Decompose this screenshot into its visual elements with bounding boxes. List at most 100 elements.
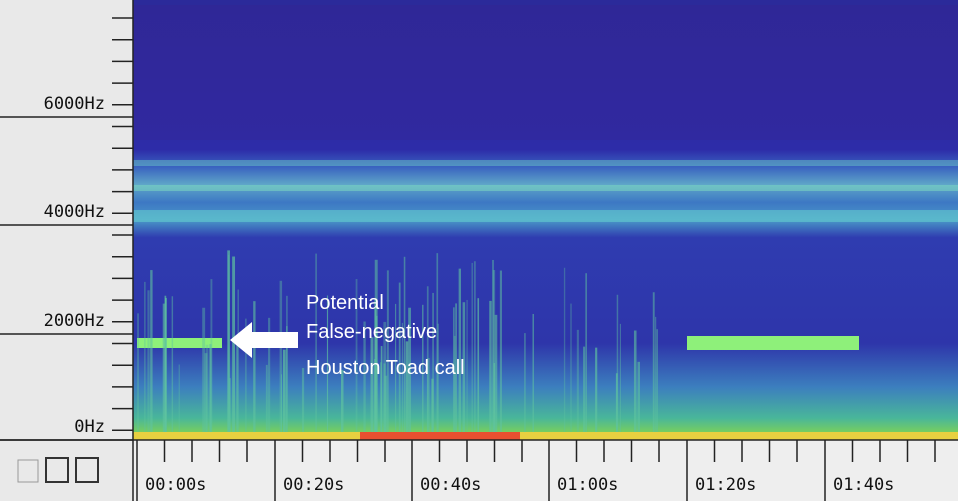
noise-band (133, 5, 958, 140)
streak (583, 346, 586, 432)
streak (374, 259, 378, 432)
axis-panel (0, 0, 133, 501)
x-label: 00:40s (420, 475, 481, 495)
time-axis (133, 440, 958, 501)
streak (431, 378, 434, 432)
streak (171, 296, 174, 432)
streaks (137, 250, 658, 432)
streak (383, 321, 387, 432)
low-band (133, 432, 958, 440)
streak (453, 307, 455, 432)
streak (144, 281, 146, 432)
streak (282, 349, 286, 432)
streak (315, 253, 317, 432)
arrow (230, 322, 298, 358)
streak (633, 330, 637, 432)
icon[interactable] (45, 457, 69, 483)
streak (616, 294, 619, 432)
view-icons (17, 457, 99, 483)
y-label: 6000Hz (44, 94, 105, 114)
toad-call (137, 338, 222, 348)
streak (524, 333, 526, 432)
streak (205, 344, 209, 432)
annotation-line: Houston Toad call (306, 357, 465, 379)
x-label: 01:40s (833, 475, 894, 495)
toad-call (687, 336, 859, 350)
streak (164, 295, 167, 432)
streak (301, 367, 305, 432)
streak (652, 292, 655, 432)
streak (427, 357, 430, 432)
streak (563, 267, 566, 432)
streak (204, 353, 208, 432)
streak (137, 313, 139, 432)
streak (380, 346, 383, 432)
x-label: 00:20s (283, 475, 344, 495)
streak (432, 292, 434, 432)
ticks: 6000Hz 4000Hz 2000Hz 0Hz 00:00s 00:20s 00:40s 0… (0, 17, 936, 501)
streak (403, 256, 406, 432)
streak (386, 270, 389, 432)
streak (494, 314, 498, 432)
streak (147, 290, 150, 432)
streak (532, 313, 534, 432)
y-label: 0Hz (74, 417, 105, 437)
streak (466, 299, 468, 432)
chorus-band (133, 160, 958, 166)
streak (595, 347, 598, 432)
streak (395, 303, 397, 432)
streak (245, 318, 247, 432)
streak (383, 363, 386, 432)
streak (462, 302, 466, 432)
streak (237, 289, 239, 432)
streak (178, 364, 180, 432)
streak (265, 364, 268, 432)
streak (493, 363, 496, 432)
streak (341, 369, 344, 432)
streak (355, 279, 358, 432)
streak (227, 250, 230, 432)
streak (489, 300, 492, 432)
streak (576, 329, 579, 432)
x-label: 01:20s (695, 475, 756, 495)
streak (455, 303, 457, 432)
streak (281, 374, 283, 432)
icon[interactable] (17, 459, 39, 483)
streak (492, 270, 496, 432)
streak (326, 295, 329, 432)
streak (492, 259, 495, 432)
streak (656, 329, 658, 432)
streak (453, 335, 456, 432)
streak (408, 307, 411, 432)
streak (286, 326, 288, 432)
chorus-band (133, 210, 958, 222)
streak (370, 337, 374, 432)
streak (655, 316, 657, 432)
y-label: 4000Hz (44, 202, 105, 222)
streak (499, 270, 502, 432)
streak (458, 268, 462, 432)
streak (436, 253, 439, 432)
streak (585, 273, 588, 432)
streak (162, 303, 166, 432)
streak (473, 261, 476, 432)
streak (253, 301, 256, 432)
streak (422, 304, 424, 432)
streak (637, 361, 640, 432)
streak (471, 262, 473, 432)
streak (229, 378, 231, 432)
low-band-hot (360, 432, 520, 440)
chorus-band (133, 185, 958, 191)
icon[interactable] (75, 457, 99, 483)
streak (384, 375, 388, 432)
annotation-line: Potential (306, 292, 384, 314)
annotation-line: False-negative (306, 321, 437, 343)
streak (232, 256, 236, 432)
streak (426, 286, 429, 432)
streak (279, 280, 283, 432)
streak (209, 344, 212, 432)
streak (202, 307, 206, 432)
y-label: 2000Hz (44, 311, 105, 331)
